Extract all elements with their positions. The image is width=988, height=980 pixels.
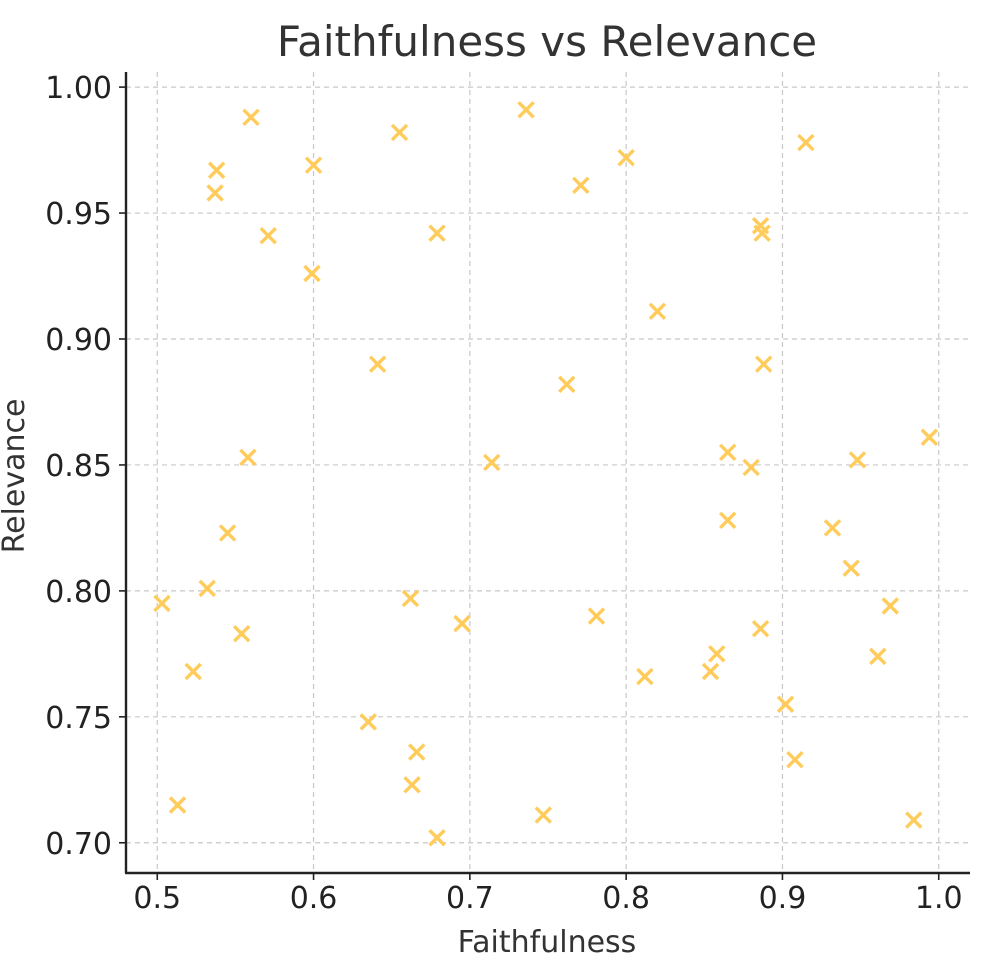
scatter-point <box>587 607 606 625</box>
scatter-point <box>401 589 420 608</box>
y-tick-label: 0.90 <box>45 323 112 358</box>
scatter-point <box>206 184 224 202</box>
scatter-point <box>408 743 426 761</box>
scatter-point <box>359 713 377 731</box>
scatter-point <box>754 355 773 373</box>
x-axis-label: Faithfulness <box>458 925 637 960</box>
scatter-point <box>368 355 387 373</box>
scatter-point <box>776 695 795 713</box>
y-tick-label: 0.80 <box>45 575 112 610</box>
x-tick-label: 0.9 <box>759 881 807 916</box>
scatter-point <box>259 227 277 245</box>
scatter-point <box>304 156 323 174</box>
x-tick-label: 0.5 <box>133 881 181 916</box>
scatter-point <box>708 645 726 663</box>
scatter-point <box>742 458 760 477</box>
scatter-point <box>303 264 321 283</box>
scatter-point <box>869 647 887 666</box>
scatter-points <box>153 101 939 847</box>
scatter-point <box>168 796 187 814</box>
chart-title: Faithfulness vs Relevance <box>277 17 817 66</box>
scatter-point <box>617 148 635 167</box>
y-tick-label: 0.95 <box>45 197 112 232</box>
scatter-point <box>719 511 737 530</box>
scatter-point <box>453 614 471 633</box>
y-tick-label: 0.75 <box>45 701 112 736</box>
scatter-point <box>403 776 421 794</box>
scatter-point <box>719 443 737 462</box>
scatter-point <box>753 224 771 242</box>
scatter-point <box>232 625 251 643</box>
x-axis-ticks: 0.5 0.6 0.7 0.8 0.9 1.0 <box>133 873 963 916</box>
scatter-point <box>198 579 216 598</box>
scatter-point <box>823 519 842 537</box>
scatter-point <box>786 750 804 769</box>
scatter-point <box>207 161 226 179</box>
scatter-point <box>242 108 260 127</box>
x-tick-label: 1.0 <box>915 881 963 916</box>
scatter-point <box>483 453 501 472</box>
scatter-point <box>218 524 237 542</box>
scatter-point <box>920 428 939 446</box>
axes <box>124 72 970 875</box>
y-axis-label: Relevance <box>0 399 32 554</box>
scatter-point <box>428 829 446 847</box>
scatter-point <box>905 811 923 829</box>
scatter-point <box>701 662 720 681</box>
scatter-point <box>842 559 860 577</box>
scatter-point <box>848 451 867 469</box>
scatter-point <box>390 123 409 142</box>
scatter-point <box>239 448 257 467</box>
y-axis-ticks: 0.70 0.75 0.80 0.85 0.90 0.95 1.00 <box>45 71 126 862</box>
scatter-point <box>534 806 553 824</box>
x-tick-label: 0.6 <box>290 881 338 916</box>
y-tick-label: 0.70 <box>45 827 112 862</box>
scatter-point <box>881 597 899 615</box>
scatter-point <box>636 667 654 686</box>
scatter-point <box>558 375 576 394</box>
scatter-point <box>797 133 815 152</box>
scatter-point <box>648 302 667 320</box>
scatter-point <box>517 101 535 119</box>
x-tick-label: 0.8 <box>602 881 650 916</box>
scatter-point <box>153 594 171 613</box>
x-tick-label: 0.7 <box>446 881 494 916</box>
scatter-point <box>428 224 446 242</box>
scatter-point <box>572 176 590 195</box>
y-tick-label: 0.85 <box>45 449 112 484</box>
y-tick-label: 1.00 <box>45 71 112 106</box>
grid <box>126 72 970 873</box>
scatter-point <box>184 662 202 681</box>
scatter-point <box>751 619 770 638</box>
